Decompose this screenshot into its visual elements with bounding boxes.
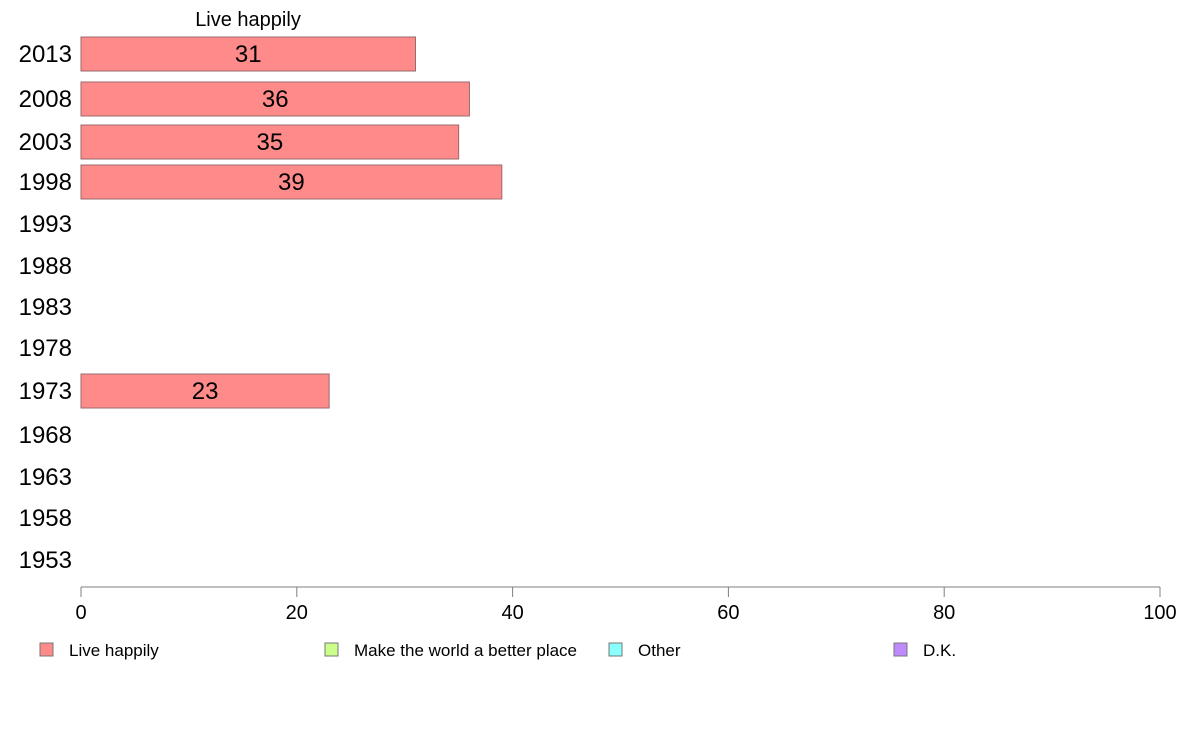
year-label-1958: 1958 xyxy=(19,505,72,532)
x-tick-label-40: 40 xyxy=(501,602,523,624)
year-label-1978: 1978 xyxy=(19,335,72,362)
year-label-2013: 2013 xyxy=(19,41,72,68)
x-tick-label-0: 0 xyxy=(75,602,86,624)
legend-swatch-0 xyxy=(39,642,54,657)
bar-value-label-1973: 23 xyxy=(192,378,219,405)
year-label-2008: 2008 xyxy=(19,86,72,113)
x-axis: 0 20 40 60 80 100 xyxy=(75,586,1177,624)
bar-2003 xyxy=(80,124,460,160)
legend: Live happily Make the world a better plac… xyxy=(39,641,956,660)
legend-label-3: D.K. xyxy=(923,641,956,660)
year-labels-group: 2013 2008 2003 1998 1993 1988 1983 1978 1973 1968… xyxy=(19,41,72,574)
year-label-1963: 1963 xyxy=(19,464,72,491)
year-label-1983: 1983 xyxy=(19,294,72,321)
legend-label-1: Make the world a better place xyxy=(354,641,577,660)
year-label-1988: 1988 xyxy=(19,253,72,280)
bar-value-label-1998: 39 xyxy=(278,169,305,196)
legend-swatch-3 xyxy=(893,642,908,657)
legend-label-2: Other xyxy=(638,641,681,660)
year-label-1998: 1998 xyxy=(19,169,72,196)
x-tick-label-20: 20 xyxy=(286,602,308,624)
legend-swatch-1 xyxy=(324,642,339,657)
x-tick-label-100: 100 xyxy=(1143,602,1176,624)
year-label-1993: 1993 xyxy=(19,211,72,238)
year-label-1968: 1968 xyxy=(19,422,72,449)
bar-value-label-2003: 35 xyxy=(256,129,283,156)
year-label-2003: 2003 xyxy=(19,129,72,156)
bar-1973 xyxy=(80,373,330,409)
legend-label-0: Live happily xyxy=(69,641,159,660)
year-label-1953: 1953 xyxy=(19,547,72,574)
bar-value-label-2013: 31 xyxy=(235,41,262,68)
bar-2013 xyxy=(80,36,416,72)
x-tick-label-60: 60 xyxy=(717,602,739,624)
bar-value-label-2008: 36 xyxy=(262,86,289,113)
bar-1998 xyxy=(80,164,503,200)
bar-2008 xyxy=(80,81,470,117)
year-label-1973: 1973 xyxy=(19,378,72,405)
legend-swatch-2 xyxy=(608,642,623,657)
panel-title: Live happily xyxy=(195,9,301,31)
x-tick-label-80: 80 xyxy=(933,602,955,624)
